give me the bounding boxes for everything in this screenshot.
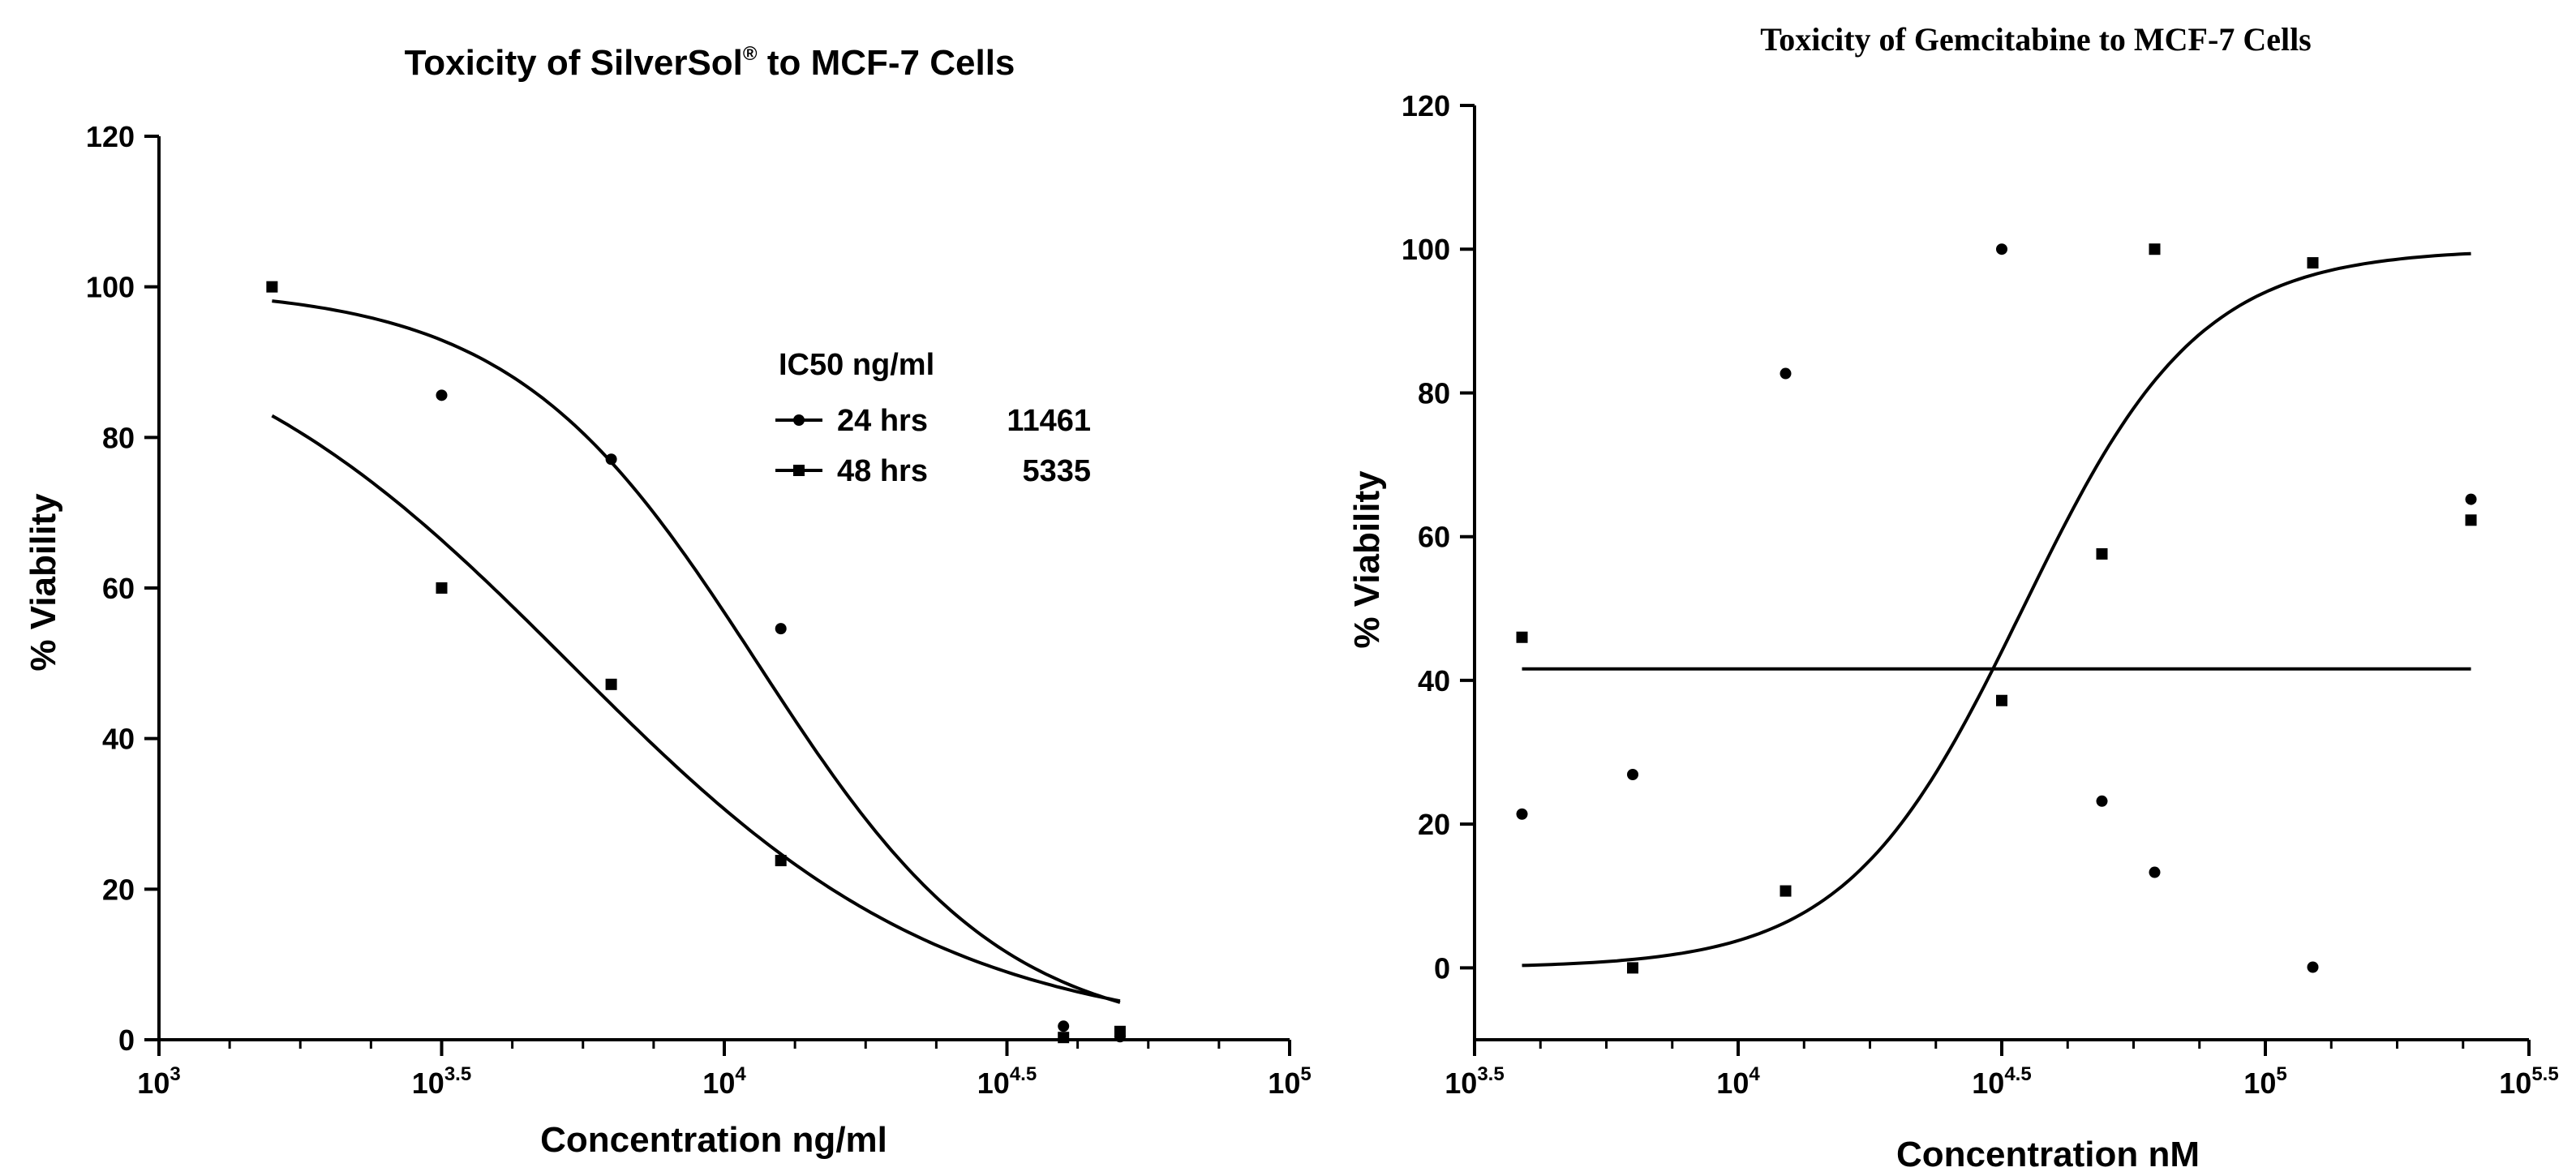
data-point-square — [1058, 1032, 1070, 1044]
legend-marker-circle — [793, 414, 805, 426]
y-axis-label: % Viability — [24, 493, 63, 672]
data-point-square — [2465, 514, 2477, 526]
chart-silversol-toxicity: Toxicity of SilverSol® to MCF-7 Cells Co… — [24, 43, 1312, 1160]
x-tick-label: 104.5 — [1972, 1063, 2031, 1100]
x-axis-label: Concentration ng/ml — [540, 1120, 887, 1160]
x-tick-label: 103.5 — [1445, 1063, 1504, 1100]
chart-title: Toxicity of Gemcitabine to MCF-7 Cells — [1760, 21, 2312, 58]
data-point-circle — [2096, 795, 2108, 807]
x-tick-label: 103 — [137, 1063, 180, 1100]
y-tick-label: 80 — [1418, 376, 1450, 410]
chart-title: Toxicity of SilverSol® to MCF-7 Cells — [405, 43, 1015, 83]
x-tick-label: 104.5 — [977, 1063, 1037, 1100]
y-tick-label: 0 — [118, 1024, 135, 1057]
x-tick-label: 104 — [1716, 1063, 1760, 1100]
data-point-square — [1780, 885, 1792, 897]
y-axis-label: % Viability — [1347, 470, 1387, 649]
x-tick-label: 105 — [1268, 1063, 1311, 1100]
data-point-circle — [1996, 243, 2007, 255]
x-tick-label: 105 — [2243, 1063, 2286, 1100]
y-tick-label: 40 — [102, 723, 135, 756]
ticks: 0 20 40 60 80 100 120 103.5 104 104.5 105 105.5 — [1402, 89, 2559, 1100]
x-tick-label: 103.5 — [412, 1063, 471, 1100]
data-point-circle — [436, 389, 448, 401]
data-point-square — [2149, 243, 2161, 255]
data-point-circle — [1780, 367, 1792, 380]
data-point-circle — [1627, 769, 1638, 781]
y-tick-label: 80 — [102, 421, 135, 454]
data-point-square — [775, 855, 787, 867]
data-points — [266, 281, 1126, 1044]
legend: IC50 ng/ml 24 hrs 11461 48 hrs 5335 — [775, 348, 1091, 488]
data-point-square — [1996, 694, 2007, 706]
fit-curves — [1522, 251, 2471, 968]
y-tick-label: 120 — [1402, 89, 1450, 122]
fit-curve-2 — [1522, 251, 2471, 968]
y-tick-label: 20 — [1418, 808, 1450, 841]
data-point-square — [1114, 1025, 1126, 1037]
data-point-square — [266, 281, 278, 293]
fit-curves — [271, 299, 1121, 1004]
y-tick-label: 100 — [86, 271, 135, 304]
x-axis-label: Concentration nM — [1896, 1135, 2200, 1174]
data-points — [1516, 243, 2477, 974]
data-point-circle — [2307, 961, 2319, 973]
legend-label-24h: 24 hrs — [837, 404, 928, 438]
ticks: 0 20 40 60 80 100 120 103 103.5 104 104.5 105 — [86, 120, 1312, 1100]
y-tick-label: 120 — [86, 120, 135, 153]
data-point-circle — [775, 623, 787, 635]
data-point-square — [605, 678, 617, 690]
legend-label-48h: 48 hrs — [837, 454, 928, 488]
x-tick-label: 105.5 — [2499, 1063, 2558, 1100]
data-point-square — [436, 582, 448, 594]
fit-curve-2 — [271, 414, 1121, 1003]
legend-title: IC50 ng/ml — [779, 348, 934, 382]
y-tick-label: 0 — [1434, 951, 1450, 985]
chart-gemcitabine-toxicity: Toxicity of Gemcitabine to MCF-7 Cells C… — [1347, 21, 2559, 1174]
data-point-circle — [2149, 866, 2161, 878]
axes — [157, 136, 1290, 1041]
y-tick-label: 20 — [102, 873, 135, 906]
legend-value-24h: 11461 — [1007, 404, 1091, 438]
legend-value-48h: 5335 — [1022, 454, 1091, 488]
data-point-circle — [2465, 493, 2477, 505]
y-tick-label: 60 — [102, 572, 135, 605]
data-point-circle — [605, 453, 617, 466]
y-tick-label: 100 — [1402, 233, 1450, 266]
x-tick-label: 104 — [702, 1063, 746, 1100]
y-tick-label: 40 — [1418, 664, 1450, 697]
y-tick-label: 60 — [1418, 521, 1450, 554]
data-point-circle — [1516, 808, 1528, 820]
legend-marker-square — [793, 465, 805, 476]
data-point-square — [1516, 631, 1528, 643]
data-point-square — [2096, 547, 2108, 560]
data-point-circle — [1058, 1020, 1070, 1032]
data-point-square — [2307, 257, 2319, 269]
data-point-square — [1627, 962, 1638, 974]
fit-curve-1 — [272, 299, 1121, 1004]
